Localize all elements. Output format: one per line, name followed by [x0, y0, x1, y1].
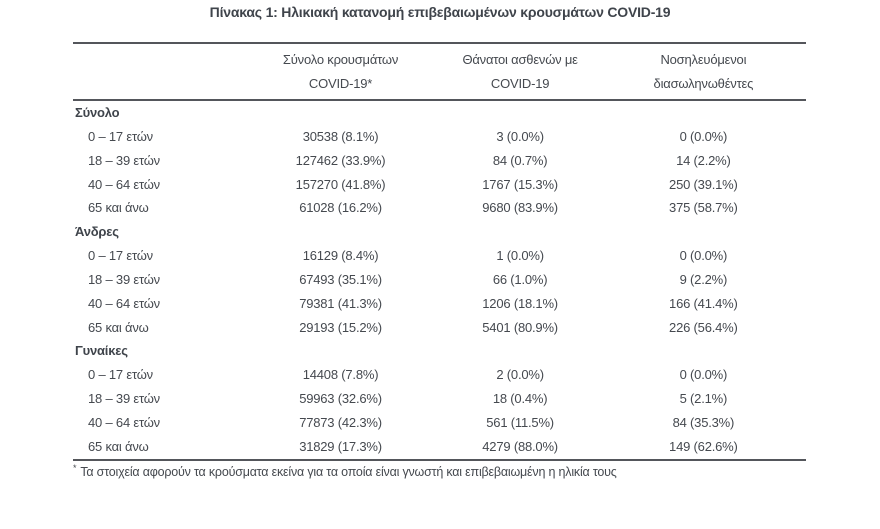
footnote-asterisk: *	[73, 463, 77, 473]
deaths-value: 3 (0.0%)	[496, 128, 544, 144]
age-group-label: 40 – 64 ετών	[88, 295, 160, 311]
intubated-value: 0 (0.0%)	[679, 128, 728, 144]
intubated-value: 5 (2.1%)	[679, 391, 728, 407]
age-group-label: 18 – 39 ετών	[88, 391, 160, 407]
col-header-deaths-line2: COVID-19	[490, 75, 550, 91]
cases-value: 30538 (8.1%)	[302, 128, 379, 144]
table-row: 40 – 64 ετών 157270 (41.8%) 1767 (15.3%) 25…	[73, 173, 806, 197]
deaths-value: 1 (0.0%)	[496, 248, 544, 264]
intubated-value: 9 (2.2%)	[679, 271, 728, 287]
deaths-value: 4279 (88.0%)	[482, 438, 558, 454]
covid-age-distribution-table: Σύνολο κρουσμάτων COVID-19* Θάνατοι ασθε…	[73, 42, 806, 461]
table-row: 18 – 39 ετών 127462 (33.9%) 84 (0.7%) 14 (2…	[73, 149, 806, 173]
deaths-value: 84 (0.7%)	[492, 152, 548, 168]
table-title: Πίνακας 1: Ηλικιακή κατανομή επιβεβαιωμέ…	[209, 4, 671, 20]
age-group-label: 0 – 17 ετών	[88, 248, 153, 264]
age-group-label: 40 – 64 ετών	[88, 176, 160, 192]
table-row: 0 – 17 ετών 30538 (8.1%) 3 (0.0%) 0 (0.0%)	[73, 125, 806, 149]
col-header-intubated-line1: Νοσηλευόμενοι	[660, 51, 747, 67]
intubated-value: 84 (35.3%)	[672, 414, 735, 430]
col-header-cases: Σύνολο κρουσμάτων COVID-19*	[242, 43, 440, 100]
deaths-value: 18 (0.4%)	[492, 391, 548, 407]
age-group-label: 65 και άνω	[88, 200, 149, 216]
col-header-deaths-line1: Θάνατοι ασθενών με	[462, 51, 578, 67]
col-header-intubated-line2: διασωληνωθέντες	[653, 75, 754, 91]
age-group-label: 0 – 17 ετών	[88, 367, 153, 383]
deaths-value: 2 (0.0%)	[496, 367, 544, 383]
cases-value: 29193 (15.2%)	[299, 319, 382, 335]
intubated-value: 166 (41.4%)	[669, 295, 738, 311]
group-header-row: Σύνολο	[73, 100, 806, 125]
intubated-value: 375 (58.7%)	[669, 200, 738, 216]
group-header-row: Γυναίκες	[73, 339, 806, 363]
cases-value: 16129 (8.4%)	[302, 248, 379, 264]
deaths-value: 66 (1.0%)	[492, 271, 548, 287]
intubated-value: 250 (39.1%)	[669, 176, 738, 192]
age-group-label: 65 και άνω	[88, 319, 149, 335]
intubated-value: 149 (62.6%)	[669, 438, 738, 454]
col-header-empty	[73, 43, 242, 100]
table-row: 0 – 17 ετών 16129 (8.4%) 1 (0.0%) 0 (0.0%)	[73, 244, 806, 268]
col-header-cases-line2: COVID-19*	[308, 75, 373, 91]
col-header-deaths: Θάνατοι ασθενών με COVID-19	[439, 43, 600, 100]
col-header-intubated: Νοσηλευόμενοι διασωληνωθέντες	[601, 43, 806, 100]
table-row: 40 – 64 ετών 77873 (42.3%) 561 (11.5%) 84 (…	[73, 411, 806, 435]
deaths-value: 1767 (15.3%)	[482, 176, 558, 192]
age-group-label: 0 – 17 ετών	[88, 128, 153, 144]
cases-value: 157270 (41.8%)	[295, 176, 386, 192]
deaths-value: 1206 (18.1%)	[482, 295, 558, 311]
age-group-label: 40 – 64 ετών	[88, 414, 160, 430]
cases-value: 127462 (33.9%)	[295, 152, 386, 168]
cases-value: 61028 (16.2%)	[299, 200, 382, 216]
deaths-value: 561 (11.5%)	[486, 414, 554, 430]
cases-value: 79381 (41.3%)	[299, 295, 382, 311]
data-table: Σύνολο κρουσμάτων COVID-19* Θάνατοι ασθε…	[73, 42, 806, 461]
table-row: 65 και άνω 29193 (15.2%) 5401 (80.9%) 226 (…	[73, 316, 806, 340]
deaths-value: 5401 (80.9%)	[482, 319, 558, 335]
group-label: Άνδρες	[75, 224, 119, 240]
age-group-label: 65 και άνω	[88, 438, 149, 454]
intubated-value: 14 (2.2%)	[676, 152, 731, 168]
intubated-value: 226 (56.4%)	[669, 319, 738, 335]
table-row: 40 – 64 ετών 79381 (41.3%) 1206 (18.1%) 166…	[73, 292, 806, 316]
table-row: 18 – 39 ετών 67493 (35.1%) 66 (1.0%) 9 (2.2…	[73, 268, 806, 292]
cases-value: 67493 (35.1%)	[299, 271, 382, 287]
intubated-value: 0 (0.0%)	[679, 367, 728, 383]
deaths-value: 9680 (83.9%)	[482, 200, 558, 216]
cases-value: 31829 (17.3%)	[299, 438, 382, 454]
table-row: 65 και άνω 61028 (16.2%) 9680 (83.9%) 375 (…	[73, 196, 806, 220]
age-group-label: 18 – 39 ετών	[88, 152, 160, 168]
footnote: * Τα στοιχεία αφορούν τα κρούσματα εκείνα…	[73, 463, 806, 479]
group-label: Γυναίκες	[75, 343, 128, 359]
age-group-label: 18 – 39 ετών	[88, 271, 160, 287]
table-row: 65 και άνω 31829 (17.3%) 4279 (88.0%) 149 (…	[73, 435, 806, 460]
cases-value: 59963 (32.6%)	[299, 391, 382, 407]
group-label: Σύνολο	[75, 105, 120, 120]
header-row: Σύνολο κρουσμάτων COVID-19* Θάνατοι ασθε…	[73, 43, 806, 100]
footnote-text: Τα στοιχεία αφορούν τα κρούσματα εκείνα …	[80, 465, 617, 480]
col-header-cases-line1: Σύνολο κρουσμάτων	[282, 51, 399, 67]
group-header-row: Άνδρες	[73, 220, 806, 244]
intubated-value: 0 (0.0%)	[679, 248, 728, 264]
table-row: 0 – 17 ετών 14408 (7.8%) 2 (0.0%) 0 (0.0%)	[73, 363, 806, 387]
table-row: 18 – 39 ετών 59963 (32.6%) 18 (0.4%) 5 (2.1…	[73, 387, 806, 411]
cases-value: 14408 (7.8%)	[302, 367, 379, 383]
cases-value: 77873 (42.3%)	[299, 414, 382, 430]
